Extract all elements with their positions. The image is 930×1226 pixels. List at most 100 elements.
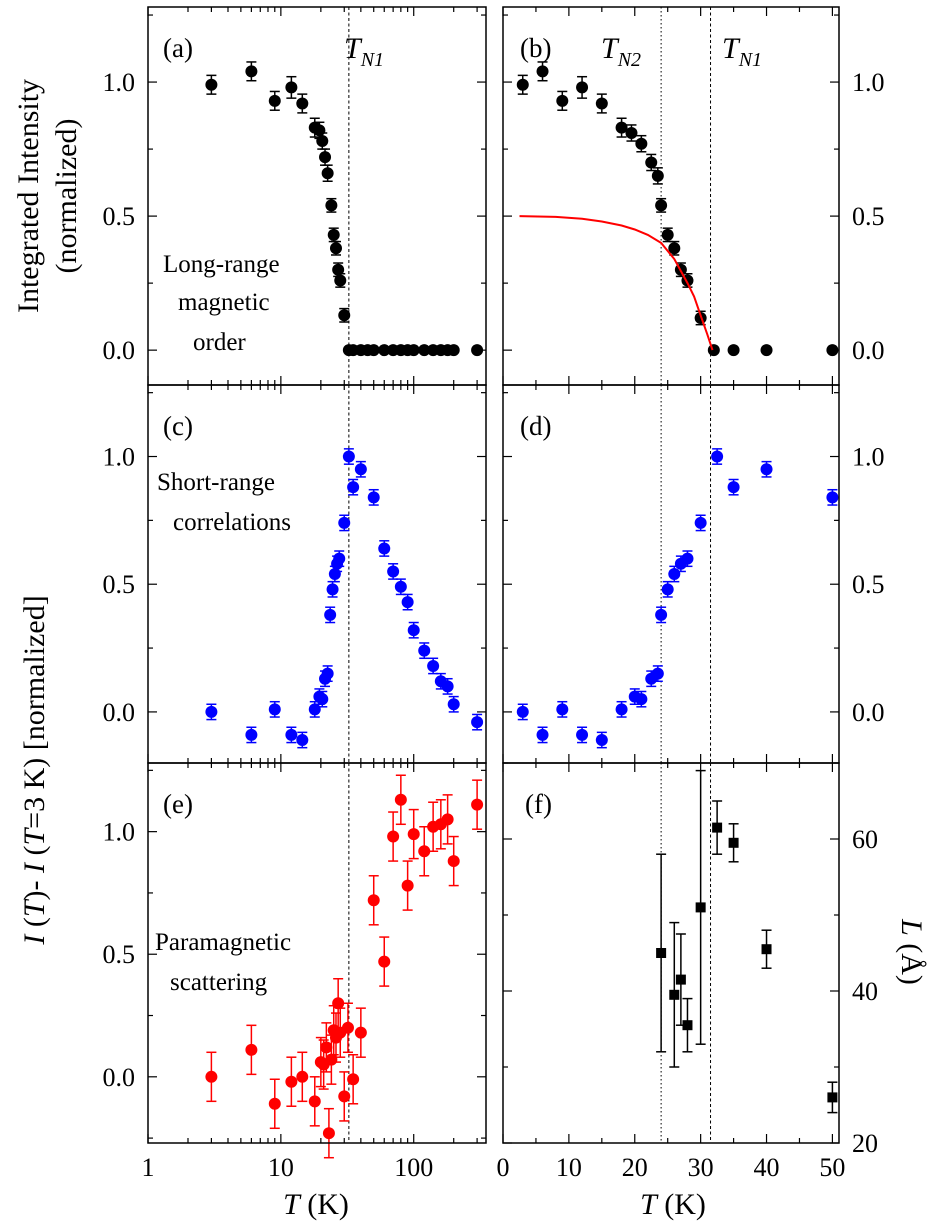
panel-d-data-point (661, 583, 674, 596)
panel-d-data-point (615, 703, 628, 716)
panel-e-data-point (332, 997, 345, 1010)
panel-e-annotation-line-2: scattering (170, 969, 268, 996)
panel-b: 0.0 0.5 1.0 (b) TN2 TN1 (502, 6, 885, 386)
panel-e-data-point (205, 1070, 218, 1083)
panel-c-data-point (328, 568, 341, 580)
panel-b-data-point (826, 344, 839, 357)
y-axis-label-middle-left: I (T)- I (T=3 K) [normalized] (18, 595, 51, 945)
panel-e-annotation-line-1: Paramagnetic (155, 929, 291, 956)
panel-b-y-tick-label: 1.0 (852, 68, 885, 97)
panel-c-data-point (471, 716, 484, 729)
panel-f-y-tick-label: 60 (852, 825, 878, 854)
panel-f-y-tick-label: 40 (852, 977, 878, 1006)
panel-a-data-point (296, 97, 309, 110)
panel-e-data-point (268, 1097, 281, 1110)
panel-f-data-point (712, 822, 723, 833)
x-axis-label-left: T (K) (283, 1188, 349, 1221)
panel-a-annotation-line-1: Long-range (163, 251, 280, 278)
panel-f-data-point (761, 944, 772, 955)
panel-f-data-point (695, 902, 706, 913)
panel-a-data-point (447, 344, 460, 357)
panel-a-y-tick-label: 0.5 (103, 202, 136, 231)
y-axis-label-top-left-line-2: (normalized) (50, 119, 83, 274)
panel-a-data-point (327, 228, 340, 241)
panel-b-data-point (760, 344, 773, 357)
panel-b-y-tick-label: 0.0 (852, 336, 885, 365)
panel-e-y-tick-label: 0.0 (103, 1063, 136, 1092)
panel-c-data-point (387, 565, 400, 578)
panel-c-data-point (324, 608, 337, 621)
panel-a-data-point (313, 124, 326, 137)
panel-f-x-tick-label: 10 (556, 1153, 582, 1182)
panel-e-data-point (338, 1090, 351, 1103)
panel-e-data-point (347, 1073, 360, 1086)
panel-b-data-point (595, 97, 608, 110)
panel-c-data-point (296, 734, 309, 747)
panel-b-label: (b) (520, 33, 551, 63)
panel-d-data-point (576, 728, 589, 741)
panel-f-data-point (728, 837, 739, 848)
panel-c-data-point (268, 703, 281, 716)
panel-c-data-point (326, 583, 339, 596)
panel-f-data-point (675, 974, 686, 985)
panel-a-data-point (418, 344, 431, 357)
panel-e-x-tick-label: 1 (142, 1153, 155, 1182)
panel-b-fit-curve (519, 215, 714, 351)
panel-f-x-tick-label: 50 (819, 1153, 845, 1182)
panel-c-data-point (245, 728, 258, 741)
panel-e-data-point (387, 830, 400, 843)
panel-d-data-point (826, 491, 839, 504)
panel-c-data-point (321, 667, 334, 680)
panel-b-data-point (576, 81, 589, 94)
panel-a-label: (a) (163, 33, 193, 63)
panel-c-data-point (285, 728, 298, 741)
panel-c-annotation-line-1: Short-range (157, 469, 275, 496)
panel-e-x-tick-label: 100 (394, 1153, 433, 1182)
panel-d-data-point (760, 463, 773, 476)
panel-e-data-point (418, 845, 431, 858)
panel-b-data-point (707, 344, 720, 357)
panel-b-data-point (655, 199, 668, 212)
panel-d-data-point (536, 728, 549, 741)
panel-d-label: (d) (520, 411, 551, 441)
panel-e-x-tick-label: 10 (268, 1153, 294, 1182)
panel-d-data-point (651, 667, 664, 680)
y-axis-label-top-left-line-1: Integrated Intensity (12, 79, 45, 313)
panel-f-data-point (827, 1092, 838, 1103)
panel-e-data-point (245, 1043, 258, 1056)
panel-d-data-point (711, 450, 724, 463)
panel-b-data-point (661, 228, 674, 241)
panel-c-label: (c) (163, 411, 193, 441)
panel-a-data-point (321, 167, 334, 180)
panel-b-data-point (625, 127, 638, 139)
panel-c-y-tick-label: 0.0 (103, 698, 136, 727)
panel-c-data-point (401, 596, 414, 609)
panel-e-data-point (394, 793, 407, 806)
panel-b-y-tick-label: 0.5 (852, 202, 885, 231)
panel-e-data-point (322, 1127, 335, 1140)
panel-d-y-tick-label: 1.0 (852, 443, 885, 472)
panel-b-data-point (536, 65, 549, 78)
panel-a-data-point (338, 309, 351, 322)
panel-f-x-tick-label: 0 (497, 1153, 510, 1182)
panel-a-y-tick-label: 0.0 (103, 336, 136, 365)
panel-a-data-point (325, 199, 338, 212)
panel-b-data-point (516, 78, 529, 91)
panel-f: 20 40 60 0 10 20 30 40 50 (f) (497, 762, 878, 1182)
panel-e-data-point (308, 1095, 321, 1108)
panel-f-x-tick-label: 20 (622, 1153, 648, 1182)
panel-a-data-point (367, 344, 380, 357)
panel-c-data-point (378, 542, 391, 555)
panel-b-data-point (615, 121, 628, 134)
x-axis-label-right: T (K) (640, 1188, 706, 1221)
panel-c-data-point (447, 698, 460, 711)
panel-e-data-point (320, 1041, 333, 1054)
panel-e-data-point (471, 798, 484, 811)
panel-c-data-point (308, 703, 321, 716)
panel-d-data-point (727, 481, 740, 494)
panel-c-data-point (427, 659, 440, 672)
panel-a-data-point (334, 274, 347, 287)
panel-d-data-point (668, 568, 681, 580)
panel-c: 0.0 0.5 1.0 (c) Short-range correlations (103, 384, 487, 764)
panel-a-data-point (471, 344, 484, 357)
